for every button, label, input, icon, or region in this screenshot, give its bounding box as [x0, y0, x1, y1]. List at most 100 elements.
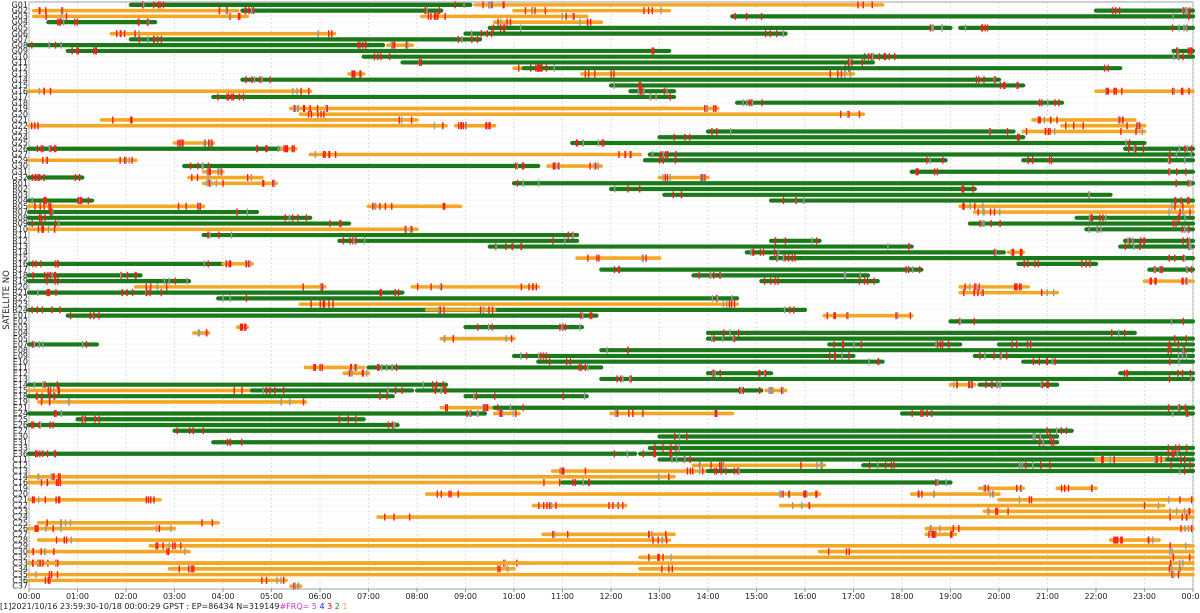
slip-marker [53, 145, 56, 153]
slip-marker [294, 104, 296, 112]
slip-marker [220, 168, 222, 176]
slip-marker [172, 542, 174, 550]
slip-marker [251, 76, 253, 84]
slip-marker [170, 525, 172, 533]
slip-marker [1181, 369, 1184, 377]
slip-marker [597, 139, 600, 147]
slip-marker [32, 421, 35, 429]
slip-marker [490, 30, 493, 38]
slip-marker [59, 479, 62, 487]
slip-marker [332, 300, 334, 308]
slip-marker [469, 409, 471, 417]
slip-marker [302, 398, 305, 406]
slip-marker [535, 283, 537, 291]
slip-marker [1188, 237, 1191, 245]
slip-marker [265, 576, 268, 584]
slip-marker [98, 415, 101, 423]
slip-marker [313, 363, 315, 371]
slip-marker [1189, 7, 1191, 15]
slip-marker [544, 7, 547, 15]
slip-marker [1048, 156, 1051, 164]
slip-marker [1124, 243, 1127, 251]
slip-marker [494, 392, 496, 400]
slip-marker [433, 12, 436, 20]
slip-marker [722, 300, 725, 308]
slip-marker [979, 352, 981, 360]
slip-marker [647, 7, 650, 15]
satellite-label: G06 [12, 29, 28, 38]
slip-marker [587, 363, 589, 371]
slip-marker [34, 525, 36, 533]
satellite-label: C20 [12, 490, 28, 499]
slip-marker [60, 525, 62, 533]
slip-marker [379, 202, 381, 210]
slip-marker [714, 369, 716, 377]
slip-marker [433, 122, 436, 130]
slip-marker [776, 254, 779, 262]
slip-marker [40, 548, 42, 556]
slip-marker [462, 122, 465, 130]
satellite-label: G17 [12, 93, 28, 102]
slip-marker [1171, 202, 1173, 210]
slip-marker [32, 260, 34, 268]
slip-marker [506, 565, 509, 573]
slip-marker [351, 70, 353, 78]
slip-marker [471, 35, 473, 43]
x-tick-label: 11:00 [551, 592, 574, 600]
satellite-label: E33 [13, 444, 28, 453]
slip-marker [163, 277, 166, 285]
slip-marker [706, 104, 708, 112]
slip-marker [669, 450, 671, 458]
slip-marker [62, 7, 64, 15]
slip-marker [48, 392, 51, 400]
slip-marker [845, 548, 848, 556]
slip-marker [1172, 220, 1175, 228]
slip-marker [804, 490, 806, 498]
slip-marker [917, 490, 920, 498]
slip-marker [929, 156, 931, 164]
slip-marker [962, 185, 964, 193]
slip-marker [58, 496, 61, 504]
slip-marker [564, 323, 567, 331]
satellite-label: G18 [12, 98, 28, 107]
slip-marker [1041, 381, 1044, 389]
slip-marker [653, 450, 655, 458]
slip-marker [1189, 179, 1192, 187]
slip-marker [435, 381, 438, 389]
slip-marker [1188, 225, 1190, 233]
slip-marker [84, 415, 87, 423]
satellite-label: G31 [12, 167, 28, 176]
slip-marker [699, 174, 702, 182]
slip-marker [244, 323, 247, 331]
slip-marker [32, 548, 34, 556]
slip-marker [736, 467, 739, 475]
slip-marker [31, 559, 34, 567]
slip-marker [871, 53, 874, 61]
slip-marker [1170, 317, 1173, 325]
slip-marker [201, 162, 203, 170]
slip-marker [648, 530, 650, 538]
slip-marker [387, 386, 389, 394]
slip-marker [713, 467, 716, 475]
slip-marker [540, 352, 542, 360]
slip-marker [788, 490, 790, 498]
slip-marker [350, 363, 352, 371]
slip-marker [249, 260, 252, 268]
slip-marker [732, 335, 735, 343]
slip-marker [1184, 7, 1187, 15]
observation-arcs [26, 1, 1196, 590]
slip-marker [528, 283, 530, 291]
slip-marker [586, 18, 589, 26]
slip-marker [1180, 87, 1183, 95]
slip-marker [689, 456, 691, 464]
slip-marker [309, 104, 311, 112]
slip-marker [791, 254, 793, 262]
slip-marker [38, 340, 41, 348]
slip-marker [970, 381, 972, 389]
slip-marker [497, 404, 499, 412]
slip-marker [752, 248, 755, 256]
slip-marker [44, 381, 46, 389]
slip-marker [1016, 283, 1018, 291]
slip-marker [285, 145, 288, 153]
satellite-label: C25 [12, 518, 28, 527]
